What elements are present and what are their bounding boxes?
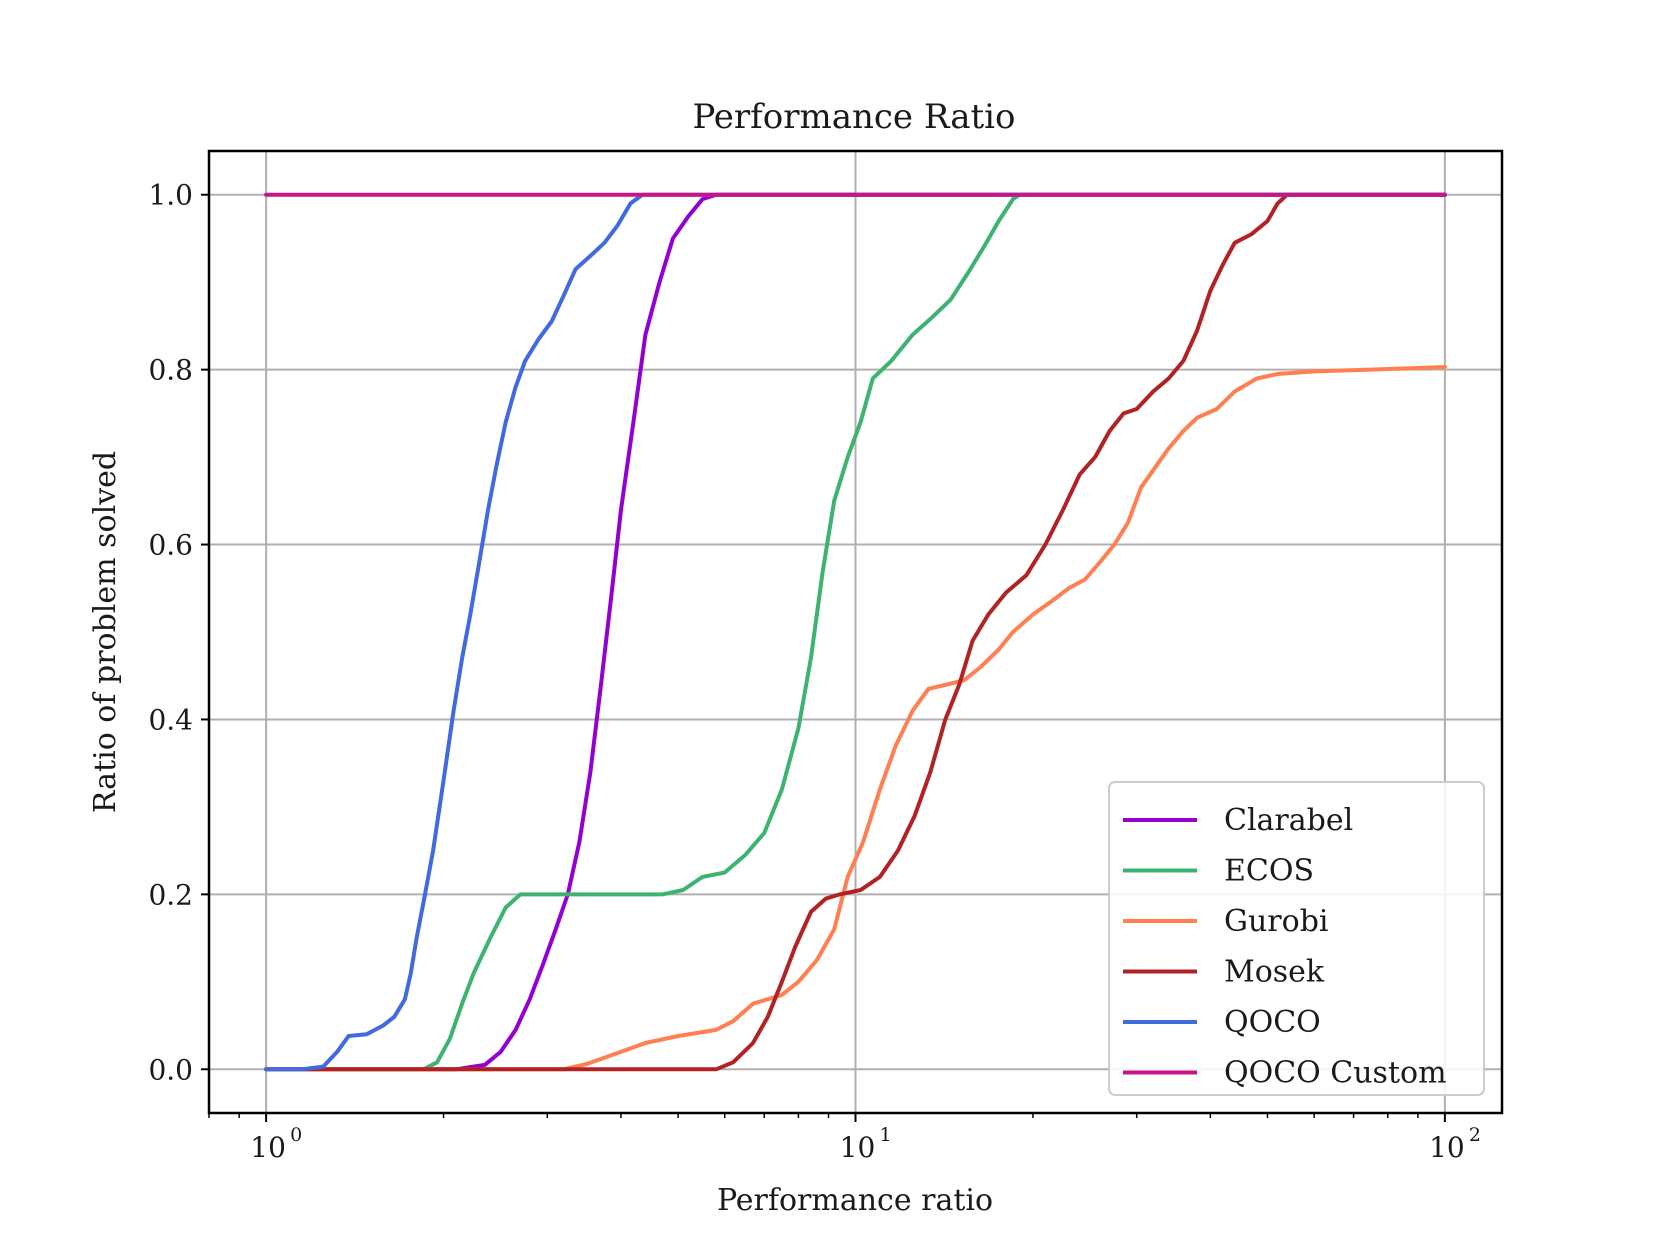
y-tick-label: 1.0 [148, 179, 193, 212]
y-tick-label: 0.4 [148, 703, 193, 736]
x-tick-label: 10 1 [840, 1124, 892, 1164]
legend-label: Gurobi [1224, 904, 1329, 939]
x-tick-label-base: 10 [1429, 1131, 1465, 1164]
legend-entry-clarabel: Clarabel [1123, 803, 1353, 838]
y-axis-label: Ratio of problem solved [88, 451, 123, 813]
legend-entry-qoco: QOCO [1123, 1005, 1321, 1040]
x-tick-label-base: 10 [250, 1131, 286, 1164]
y-tick-label: 0.0 [148, 1053, 193, 1086]
y-tick-label: 0.8 [148, 354, 193, 387]
legend-label: Clarabel [1224, 803, 1353, 838]
legend-entry-qoco-custom: QOCO Custom [1123, 1056, 1447, 1091]
series-line-qoco [264, 192, 1447, 1072]
x-tick-label-exponent: 0 [290, 1124, 302, 1146]
legend-entry-gurobi: Gurobi [1123, 904, 1329, 939]
y-tick-label: 0.2 [148, 878, 193, 911]
x-tick-label-exponent: 2 [1469, 1124, 1481, 1146]
legend-label: ECOS [1224, 854, 1314, 889]
series-lines [264, 192, 1447, 1072]
legend: Clarabel ECOS Gurobi Mosek QOCO QOCO Custom [1108, 781, 1485, 1096]
legend-label: QOCO [1224, 1005, 1321, 1040]
x-axis-label: Performance ratio [717, 1183, 993, 1218]
x-tick-label-exponent: 1 [880, 1124, 892, 1146]
y-tick-label: 0.6 [148, 529, 193, 562]
x-tick-label: 10 2 [1429, 1124, 1481, 1164]
legend-entry-ecos: ECOS [1123, 854, 1314, 889]
series-line-ecos [264, 192, 1447, 1072]
legend-entry-mosek: Mosek [1123, 955, 1325, 990]
series-line-gurobi [264, 365, 1447, 1072]
series-line-clarabel [264, 192, 1447, 1072]
axis-ticks: 0.00.20.40.60.81.010 0 10 1 10 2 [148, 179, 1481, 1164]
legend-box [1108, 781, 1485, 1096]
legend-label: QOCO Custom [1224, 1056, 1447, 1091]
x-tick-label-base: 10 [840, 1131, 876, 1164]
chart-title: Performance Ratio [692, 97, 1015, 137]
series-line-mosek [264, 192, 1447, 1072]
x-tick-label: 10 0 [250, 1124, 302, 1164]
legend-label: Mosek [1224, 955, 1325, 990]
